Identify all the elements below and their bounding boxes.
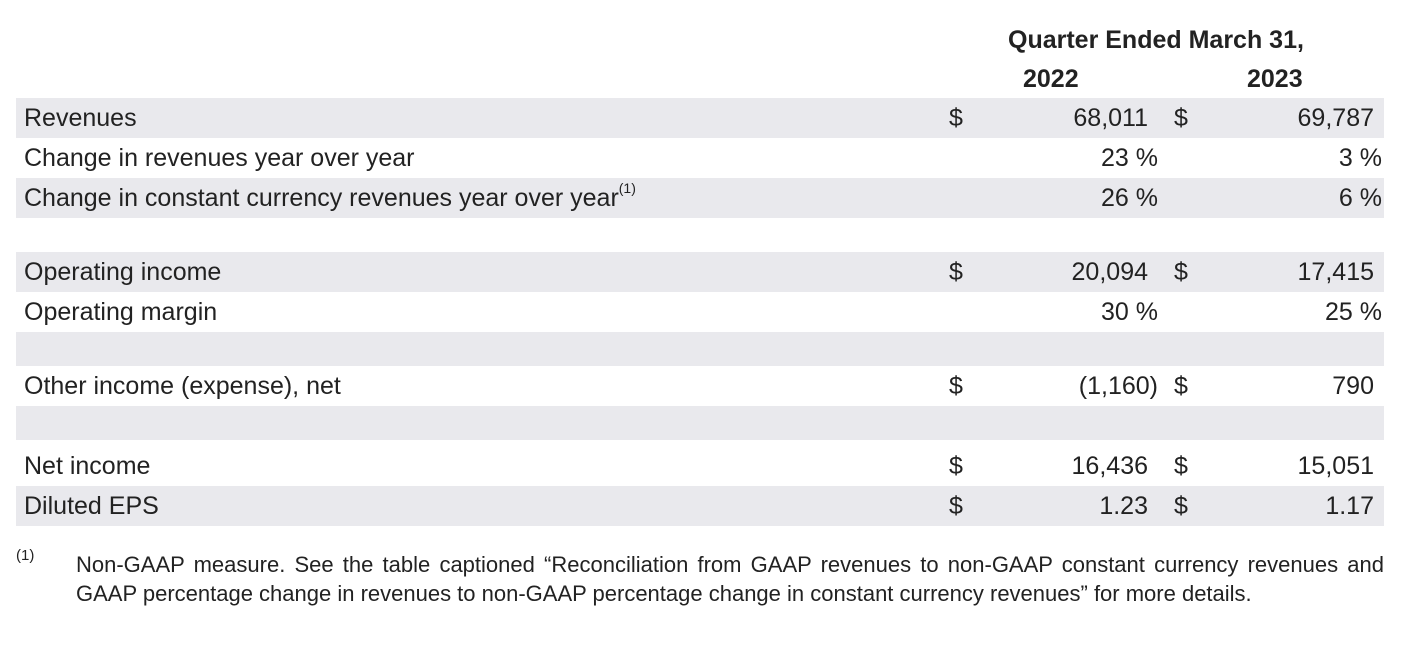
value-2023: 69,787	[1297, 104, 1374, 132]
row-label: Change in constant currency revenues yea…	[24, 178, 636, 218]
row-label: Operating income	[24, 258, 222, 286]
currency-symbol: $	[949, 372, 963, 400]
spacer-row	[16, 218, 1384, 252]
footnote-marker: (1)	[16, 547, 35, 564]
period-header: Quarter Ended March 31,	[1008, 26, 1304, 54]
currency-symbol: $	[1174, 104, 1188, 132]
spacer-row	[16, 332, 1384, 366]
table-row-other-income: Other income (expense), net $ (1,160) $ …	[16, 366, 1384, 406]
currency-symbol: $	[949, 452, 963, 480]
currency-symbol: $	[1174, 258, 1188, 286]
row-label-text: Change in constant currency revenues yea…	[24, 184, 619, 212]
currency-symbol: $	[949, 258, 963, 286]
row-label: Revenues	[24, 104, 137, 132]
currency-symbol: $	[949, 104, 963, 132]
spacer-row	[16, 406, 1384, 440]
value-2023: 17,415	[1297, 258, 1374, 286]
value-2022: 20,094	[1071, 258, 1148, 286]
table-row-revenue-change: Change in revenues year over year 23 % 3…	[16, 138, 1384, 178]
table-row-revenues: Revenues $ 68,011 $ 69,787	[16, 98, 1384, 138]
table-row-net-income: Net income $ 16,436 $ 15,051	[16, 446, 1384, 486]
value-2022: 30 %	[1101, 298, 1158, 326]
year-2022-header: 2022	[1023, 65, 1079, 93]
currency-symbol: $	[1174, 372, 1188, 400]
row-label: Change in revenues year over year	[24, 144, 415, 172]
value-2023: 1.17	[1325, 492, 1374, 520]
table-row-constant-currency-change: Change in constant currency revenues yea…	[16, 178, 1384, 218]
value-2022: 23 %	[1101, 144, 1158, 172]
footnote-reference: (1)	[618, 179, 636, 196]
row-label: Operating margin	[24, 298, 218, 326]
row-label: Diluted EPS	[24, 492, 159, 520]
value-2023: 790	[1332, 372, 1374, 400]
currency-symbol: $	[1174, 452, 1188, 480]
table-row-operating-income: Operating income $ 20,094 $ 17,415	[16, 252, 1384, 292]
row-label: Net income	[24, 452, 151, 480]
value-2022: 16,436	[1071, 452, 1148, 480]
value-2022: 26 %	[1101, 184, 1158, 212]
currency-symbol: $	[949, 492, 963, 520]
year-2023-header: 2023	[1247, 65, 1303, 93]
footnote-text: Non-GAAP measure. See the table captione…	[76, 552, 1384, 606]
value-2023: 25 %	[1325, 298, 1382, 326]
value-2022: (1,160)	[1078, 372, 1158, 400]
value-2023: 3 %	[1338, 144, 1382, 172]
value-2022: 68,011	[1073, 104, 1148, 132]
row-label: Other income (expense), net	[24, 372, 341, 400]
value-2023: 15,051	[1297, 452, 1374, 480]
table-row-diluted-eps: Diluted EPS $ 1.23 $ 1.17	[16, 486, 1384, 526]
currency-symbol: $	[1174, 492, 1188, 520]
value-2022: 1.23	[1099, 492, 1148, 520]
value-2023: 6 %	[1338, 184, 1382, 212]
table-row-operating-margin: Operating margin 30 % 25 %	[16, 292, 1384, 332]
